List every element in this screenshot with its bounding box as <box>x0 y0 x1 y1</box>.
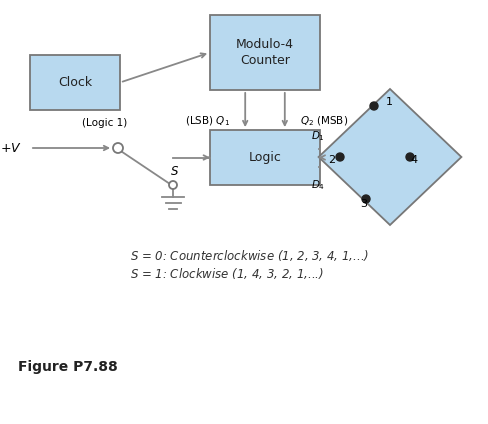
Text: Modulo-4
Counter: Modulo-4 Counter <box>236 39 293 67</box>
Text: (Logic 1): (Logic 1) <box>82 118 127 128</box>
Text: (LSB) $Q_1$: (LSB) $Q_1$ <box>184 114 229 128</box>
Text: $S$: $S$ <box>170 165 179 178</box>
Polygon shape <box>318 89 461 225</box>
Circle shape <box>113 143 123 153</box>
Text: $D_1$: $D_1$ <box>310 129 325 143</box>
Text: Clock: Clock <box>58 76 92 89</box>
Text: $S$ = 1: Clockwise (1, 4, 3, 2, 1,...): $S$ = 1: Clockwise (1, 4, 3, 2, 1,...) <box>130 266 324 281</box>
Circle shape <box>169 181 177 189</box>
Text: $S$ = 0: Counterclockwise (1, 2, 3, 4, 1,...): $S$ = 0: Counterclockwise (1, 2, 3, 4, 1… <box>130 248 368 263</box>
FancyBboxPatch shape <box>209 15 319 90</box>
Text: 1: 1 <box>385 97 392 107</box>
FancyBboxPatch shape <box>209 130 319 185</box>
Circle shape <box>335 153 343 161</box>
Text: $D_4$: $D_4$ <box>310 178 325 192</box>
Circle shape <box>369 102 377 110</box>
Text: 2: 2 <box>327 155 334 165</box>
Text: $+V$: $+V$ <box>0 142 22 154</box>
Text: $Q_2$ (MSB): $Q_2$ (MSB) <box>299 114 347 128</box>
Text: 3: 3 <box>359 199 366 209</box>
Text: 4: 4 <box>409 155 416 165</box>
Circle shape <box>405 153 413 161</box>
Circle shape <box>361 195 369 203</box>
FancyBboxPatch shape <box>30 55 120 110</box>
Text: Logic: Logic <box>248 151 281 164</box>
Text: Figure P7.88: Figure P7.88 <box>18 360 118 374</box>
